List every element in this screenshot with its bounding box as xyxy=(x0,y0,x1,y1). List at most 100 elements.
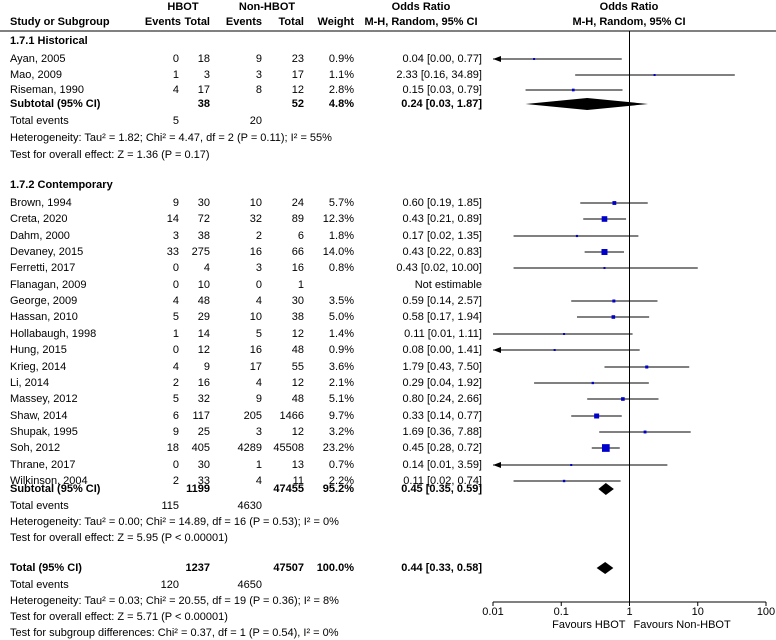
study-square xyxy=(601,444,610,452)
study-square xyxy=(562,479,566,483)
study-col-header: Study or Subgroup xyxy=(10,16,110,28)
study-ci: 0.17 [0.02, 1.35] xyxy=(402,230,482,242)
ci-arrow-left xyxy=(493,347,501,353)
study-total2: 45508 xyxy=(273,442,304,454)
study-total2: 17 xyxy=(291,69,304,81)
study-square xyxy=(594,413,600,419)
study-total1: 38 xyxy=(197,230,210,242)
heterogeneity1: Heterogeneity: Tau² = 1.82; Chi² = 4.47,… xyxy=(10,132,332,144)
study-name: Wilkinson, 2004 xyxy=(10,475,88,487)
study-ci: 0.80 [0.24, 2.66] xyxy=(402,393,482,405)
study-ci: 0.43 [0.02, 10.00] xyxy=(396,262,482,274)
study-weight: 0.9% xyxy=(328,53,354,65)
study-total2: 11 xyxy=(292,475,304,487)
study-events2: 4 xyxy=(255,377,262,389)
study-events1: 6 xyxy=(172,410,179,422)
study-name: Ferretti, 2017 xyxy=(10,262,76,274)
study-events1: 2 xyxy=(172,377,179,389)
overall-effect: Test for overall effect: Z = 5.71 (P < 0… xyxy=(10,611,228,623)
study-events2: 9 xyxy=(255,393,262,405)
subtotal1-total1: 38 xyxy=(197,98,210,110)
study-name: Krieg, 2014 xyxy=(10,361,67,373)
study-ci: 0.58 [0.17, 1.94] xyxy=(402,311,482,323)
study-ci: 0.15 [0.03, 0.79] xyxy=(402,84,482,96)
study-events1: 2 xyxy=(172,475,179,487)
x-tick-label: 1 xyxy=(626,606,633,618)
favours-left-label: Favours HBOT xyxy=(552,619,626,631)
study-events2: 3 xyxy=(255,262,262,274)
study-square xyxy=(645,365,649,369)
study-events1: 4 xyxy=(172,295,179,307)
study-total2: 66 xyxy=(291,246,304,258)
study-weight: 3.5% xyxy=(328,295,354,307)
study-ci: 0.43 [0.21, 0.89] xyxy=(402,213,482,225)
study-ci: 0.43 [0.22, 0.83] xyxy=(402,246,482,258)
study-weight: 3.2% xyxy=(328,426,354,438)
study-name: Mao, 2009 xyxy=(10,69,62,81)
study-events1: 0 xyxy=(172,344,179,356)
overall-label: Total (95% CI) xyxy=(10,562,82,574)
study-weight: 1.8% xyxy=(328,230,354,242)
study-total2: 16 xyxy=(291,262,304,274)
study-total1: 9 xyxy=(203,361,210,373)
study-total2: 48 xyxy=(291,393,304,405)
study-total1: 12 xyxy=(197,344,210,356)
study-events2: 205 xyxy=(243,410,262,422)
study-weight: 5.0% xyxy=(328,311,354,323)
study-square xyxy=(571,88,575,92)
study-events1: 0 xyxy=(172,459,179,471)
heterogeneity2: Heterogeneity: Tau² = 0.00; Chi² = 14.89… xyxy=(10,516,339,528)
study-total2: 6 xyxy=(297,230,304,242)
study-weight: 0.8% xyxy=(328,262,354,274)
total-events2-label: Total events xyxy=(10,500,69,512)
study-events1: 1 xyxy=(172,69,179,81)
study-events2: 17 xyxy=(249,361,262,373)
study-events2: 4 xyxy=(255,475,262,487)
study-events1: 5 xyxy=(172,311,179,323)
subgroup-diff: Test for subgroup differences: Chi² = 0.… xyxy=(10,627,339,639)
ci-arrow-left xyxy=(493,462,501,468)
study-total1: 30 xyxy=(197,197,210,209)
study-name: Hassan, 2010 xyxy=(10,311,78,323)
overall-weight: 100.0% xyxy=(316,562,354,574)
study-total1: 32 xyxy=(197,393,210,405)
study-square xyxy=(621,397,625,401)
study-events2: 0 xyxy=(255,279,262,291)
subtotal2-weight: 95.2% xyxy=(322,483,354,495)
study-events1: 9 xyxy=(172,426,179,438)
study-weight: 1.1% xyxy=(328,69,354,81)
study-square xyxy=(570,464,573,466)
study-events2: 4289 xyxy=(237,442,262,454)
study-name: Shupak, 1995 xyxy=(10,426,78,438)
study-square xyxy=(575,234,579,238)
study-total2: 12 xyxy=(291,84,304,96)
study-weight: 1.4% xyxy=(328,328,354,340)
study-total1: 4 xyxy=(203,262,210,274)
study-square xyxy=(601,216,608,222)
study-ci: 0.14 [0.01, 3.59] xyxy=(402,459,482,471)
or-method-header: M-H, Random, 95% CI xyxy=(364,16,478,28)
study-events1: 33 xyxy=(166,246,179,258)
subtotal1-ci: 0.24 [0.03, 1.87] xyxy=(401,98,482,110)
total-events2-events1: 115 xyxy=(161,500,179,512)
study-square xyxy=(601,249,608,255)
study-ci: 0.59 [0.14, 2.57] xyxy=(402,295,482,307)
total-events-overall-label: Total events xyxy=(10,579,69,591)
subtotal2-ci: 0.45 [0.35, 0.59] xyxy=(401,483,482,495)
study-weight: 2.8% xyxy=(328,84,354,96)
study-name: Creta, 2020 xyxy=(10,213,68,225)
x-tick-label: 10 xyxy=(691,606,704,618)
study-events1: 4 xyxy=(172,84,179,96)
subtotal2-label: Subtotal (95% CI) xyxy=(10,483,101,495)
study-events1: 18 xyxy=(166,442,179,454)
subtotal1-diamond xyxy=(525,98,649,110)
x-tick-label: 0.01 xyxy=(482,606,504,618)
study-name: Ayan, 2005 xyxy=(10,53,66,65)
study-events1: 0 xyxy=(172,53,179,65)
study-total1: 48 xyxy=(197,295,210,307)
study-total2: 1466 xyxy=(279,410,304,422)
total1-header: Total xyxy=(184,16,210,28)
study-total2: 38 xyxy=(291,311,304,323)
study-total2: 48 xyxy=(291,344,304,356)
